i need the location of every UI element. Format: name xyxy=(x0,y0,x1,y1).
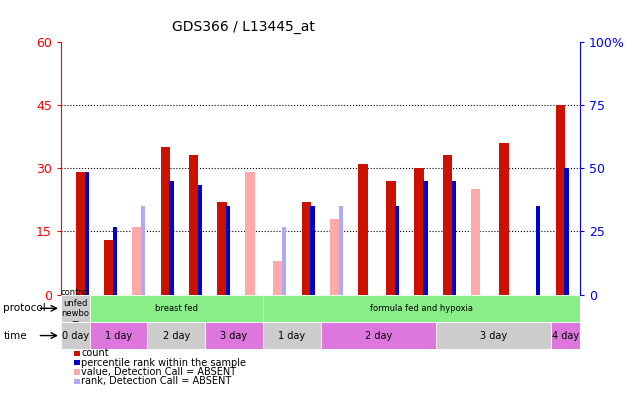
Bar xyxy=(205,322,263,349)
Text: protocol: protocol xyxy=(3,303,46,313)
Bar xyxy=(565,168,569,295)
Bar xyxy=(338,206,343,295)
Bar xyxy=(436,322,551,349)
Bar xyxy=(61,322,90,349)
Bar xyxy=(147,322,205,349)
Text: 2 day: 2 day xyxy=(163,331,190,341)
Bar xyxy=(302,202,311,295)
Bar xyxy=(358,164,368,295)
Bar xyxy=(197,185,202,295)
Bar xyxy=(556,105,565,295)
Bar xyxy=(76,172,85,295)
Bar xyxy=(104,240,113,295)
Bar xyxy=(443,156,453,295)
Text: 1 day: 1 day xyxy=(278,331,305,341)
Bar xyxy=(61,295,90,322)
Text: 3 day: 3 day xyxy=(480,331,507,341)
Bar xyxy=(141,206,146,295)
Bar xyxy=(471,189,481,295)
Bar xyxy=(217,202,226,295)
Bar xyxy=(537,206,540,295)
Bar xyxy=(90,295,263,322)
Bar xyxy=(395,206,399,295)
Text: 1 day: 1 day xyxy=(105,331,132,341)
Text: percentile rank within the sample: percentile rank within the sample xyxy=(81,358,246,367)
Bar xyxy=(451,181,456,295)
Bar xyxy=(263,295,580,322)
Bar xyxy=(113,227,117,295)
Bar xyxy=(387,181,396,295)
Bar xyxy=(169,181,174,295)
Bar xyxy=(263,322,320,349)
Text: control
unfed
newbo
rn: control unfed newbo rn xyxy=(61,288,90,328)
Bar xyxy=(132,227,142,295)
Text: GDS366 / L13445_at: GDS366 / L13445_at xyxy=(172,20,315,34)
Text: time: time xyxy=(3,331,27,341)
Text: formula fed and hypoxia: formula fed and hypoxia xyxy=(370,304,473,313)
Bar xyxy=(282,227,287,295)
Bar xyxy=(310,206,315,295)
Bar xyxy=(330,219,339,295)
Bar xyxy=(90,322,147,349)
Text: 4 day: 4 day xyxy=(552,331,579,341)
Bar xyxy=(226,206,230,295)
Bar xyxy=(273,261,283,295)
Text: breast fed: breast fed xyxy=(154,304,198,313)
Text: 3 day: 3 day xyxy=(221,331,247,341)
Text: rank, Detection Call = ABSENT: rank, Detection Call = ABSENT xyxy=(81,377,231,386)
Bar xyxy=(160,147,170,295)
Bar xyxy=(423,181,428,295)
Bar xyxy=(85,172,89,295)
Text: 0 day: 0 day xyxy=(62,331,89,341)
Text: value, Detection Call = ABSENT: value, Detection Call = ABSENT xyxy=(81,367,237,377)
Bar xyxy=(188,156,198,295)
Bar xyxy=(245,172,254,295)
Bar xyxy=(415,168,424,295)
Text: count: count xyxy=(81,348,109,358)
Text: 2 day: 2 day xyxy=(365,331,392,341)
Bar xyxy=(320,322,436,349)
Bar xyxy=(551,322,580,349)
Bar xyxy=(499,143,509,295)
